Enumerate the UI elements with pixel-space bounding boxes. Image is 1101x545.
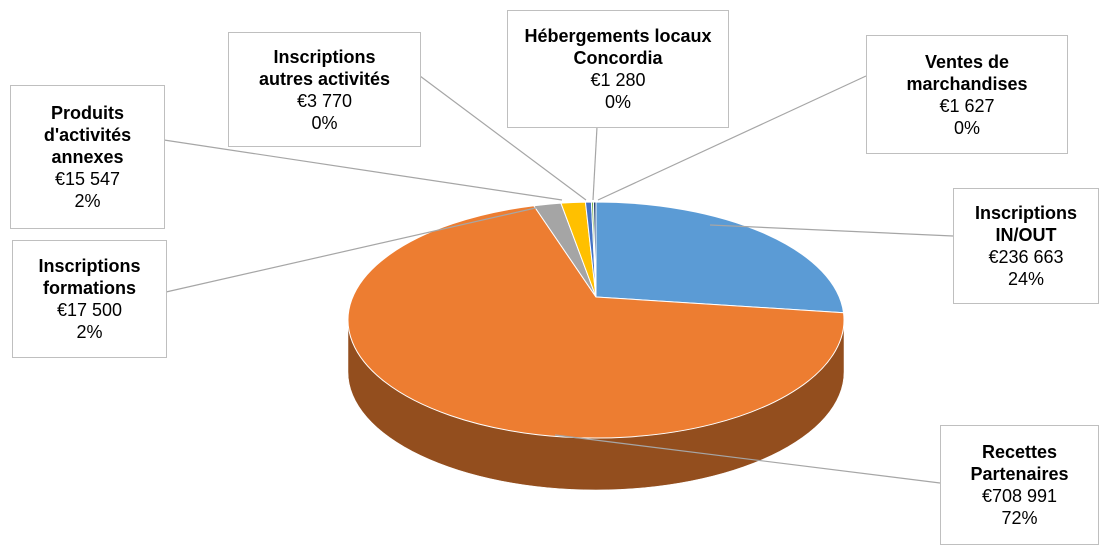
category-label: Inscriptions formations: [38, 256, 141, 298]
data-label: Ventes de marchandises €1 627 0%: [866, 35, 1068, 154]
data-label: Inscriptions autres activités €3 770 0%: [228, 32, 421, 147]
leader-line: [597, 75, 867, 201]
data-label: Produits d'activités annexes €15 547 2%: [10, 85, 165, 229]
leader-line: [592, 126, 598, 201]
category-label: Ventes de marchandises: [906, 51, 1028, 94]
percent-label: 0%: [953, 117, 980, 138]
data-label: Hébergements locaux Concordia €1 280 0%: [507, 10, 729, 128]
value-label: €708 991: [981, 486, 1058, 506]
slice: [595, 201, 845, 314]
leader-line: [709, 224, 954, 237]
percent-label: 2%: [74, 191, 101, 211]
category-label: Inscriptions autres activités: [258, 46, 391, 89]
category-label: Recettes Partenaires: [970, 442, 1069, 484]
category-label: Hébergements locaux Concordia: [524, 26, 712, 68]
data-label: Inscriptions IN/OUT €236 663 24%: [953, 188, 1099, 304]
leader-line: [554, 434, 941, 484]
category-label: Inscriptions IN/OUT: [974, 203, 1077, 245]
pie-tops: [347, 201, 845, 439]
percent-label: 0%: [604, 92, 631, 112]
data-label: Inscriptions formations €17 500 2%: [12, 240, 167, 358]
value-label: €1 627: [939, 95, 995, 116]
data-label: Recettes Partenaires €708 991 72%: [940, 425, 1099, 545]
value-label: €15 547: [54, 169, 121, 189]
value-label: €17 500: [56, 300, 123, 320]
percent-label: 72%: [1001, 508, 1038, 528]
leader-line: [165, 206, 541, 293]
slice: [347, 205, 845, 439]
percent-label: 24%: [1007, 269, 1045, 289]
leader-line: [163, 139, 563, 201]
leader-line: [419, 75, 587, 201]
value-label: €3 770: [296, 90, 353, 111]
percent-label: 2%: [76, 322, 103, 342]
percent-label: 0%: [311, 112, 338, 133]
value-label: €236 663: [988, 247, 1064, 267]
slice: [592, 201, 597, 298]
value-label: €1 280: [590, 70, 646, 90]
category-label: Produits d'activités annexes: [43, 103, 132, 167]
